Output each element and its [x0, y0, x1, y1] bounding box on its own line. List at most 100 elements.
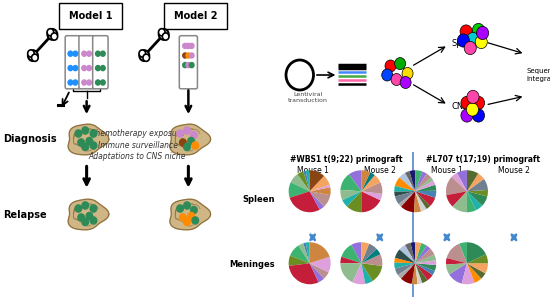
Text: Mouse 2: Mouse 2: [364, 166, 395, 175]
Wedge shape: [415, 254, 436, 263]
Wedge shape: [415, 172, 427, 191]
Circle shape: [87, 80, 91, 85]
Circle shape: [400, 76, 411, 88]
Circle shape: [476, 26, 489, 40]
Circle shape: [461, 109, 473, 122]
Wedge shape: [306, 242, 310, 263]
Circle shape: [86, 212, 92, 220]
Wedge shape: [415, 243, 427, 263]
Wedge shape: [340, 263, 361, 282]
Wedge shape: [361, 182, 382, 194]
Text: CNS: CNS: [451, 102, 469, 111]
Wedge shape: [415, 246, 430, 263]
Circle shape: [460, 25, 472, 38]
Wedge shape: [289, 256, 310, 266]
Circle shape: [68, 65, 73, 70]
Circle shape: [183, 62, 188, 68]
Wedge shape: [415, 263, 435, 275]
Circle shape: [461, 96, 473, 110]
Wedge shape: [410, 242, 415, 263]
Wedge shape: [394, 258, 415, 263]
Wedge shape: [401, 263, 415, 284]
Wedge shape: [449, 263, 467, 283]
Circle shape: [184, 143, 190, 151]
Wedge shape: [414, 191, 421, 212]
Circle shape: [177, 205, 184, 212]
Circle shape: [464, 41, 476, 55]
Wedge shape: [459, 242, 467, 263]
Wedge shape: [310, 257, 331, 272]
Wedge shape: [467, 254, 488, 263]
Circle shape: [395, 58, 406, 70]
Circle shape: [188, 137, 195, 145]
Wedge shape: [310, 242, 329, 263]
Wedge shape: [290, 174, 310, 191]
Circle shape: [192, 217, 199, 224]
Circle shape: [90, 130, 97, 137]
Circle shape: [82, 80, 86, 85]
Circle shape: [87, 65, 91, 70]
Circle shape: [31, 54, 38, 61]
Circle shape: [78, 214, 84, 221]
Wedge shape: [467, 263, 485, 279]
Wedge shape: [310, 191, 331, 207]
Circle shape: [179, 139, 186, 146]
Wedge shape: [447, 244, 467, 263]
Text: Mouse 2: Mouse 2: [498, 166, 530, 175]
Circle shape: [467, 90, 479, 104]
Text: Spleen: Spleen: [451, 39, 480, 48]
Circle shape: [472, 23, 485, 37]
Circle shape: [82, 65, 86, 70]
Wedge shape: [353, 263, 365, 284]
Circle shape: [188, 212, 195, 220]
Wedge shape: [361, 263, 382, 281]
Wedge shape: [340, 174, 361, 191]
Circle shape: [28, 50, 38, 61]
Wedge shape: [361, 249, 381, 263]
Wedge shape: [361, 254, 382, 266]
Wedge shape: [340, 257, 361, 263]
Wedge shape: [361, 263, 372, 284]
Wedge shape: [446, 258, 467, 265]
Wedge shape: [415, 178, 433, 191]
Circle shape: [78, 139, 84, 146]
Circle shape: [68, 51, 73, 56]
Circle shape: [28, 50, 34, 57]
Wedge shape: [467, 190, 488, 196]
Circle shape: [51, 33, 58, 40]
Circle shape: [75, 205, 81, 212]
Wedge shape: [467, 191, 476, 212]
Text: Sequence
Integrations: Sequence Integrations: [527, 68, 550, 82]
Circle shape: [189, 62, 194, 68]
Wedge shape: [446, 263, 467, 274]
Circle shape: [139, 50, 149, 61]
Circle shape: [183, 53, 188, 58]
Circle shape: [139, 50, 146, 57]
Wedge shape: [415, 263, 427, 283]
Wedge shape: [415, 249, 434, 263]
Wedge shape: [310, 263, 329, 279]
Wedge shape: [395, 263, 415, 275]
Circle shape: [82, 202, 89, 209]
Circle shape: [382, 69, 393, 81]
Wedge shape: [349, 170, 361, 191]
Wedge shape: [415, 174, 431, 191]
Circle shape: [162, 33, 169, 40]
Wedge shape: [342, 191, 361, 207]
Text: Relapse: Relapse: [3, 209, 46, 220]
Wedge shape: [310, 263, 324, 282]
Wedge shape: [394, 186, 415, 192]
Wedge shape: [340, 190, 361, 200]
FancyBboxPatch shape: [92, 36, 108, 89]
Wedge shape: [415, 242, 421, 263]
Circle shape: [101, 51, 105, 56]
FancyBboxPatch shape: [164, 3, 227, 29]
Wedge shape: [405, 171, 415, 191]
Wedge shape: [401, 191, 415, 212]
Wedge shape: [395, 178, 415, 191]
Circle shape: [73, 65, 78, 70]
Circle shape: [90, 142, 97, 149]
Circle shape: [75, 130, 81, 137]
Wedge shape: [395, 191, 415, 204]
Wedge shape: [394, 191, 415, 196]
